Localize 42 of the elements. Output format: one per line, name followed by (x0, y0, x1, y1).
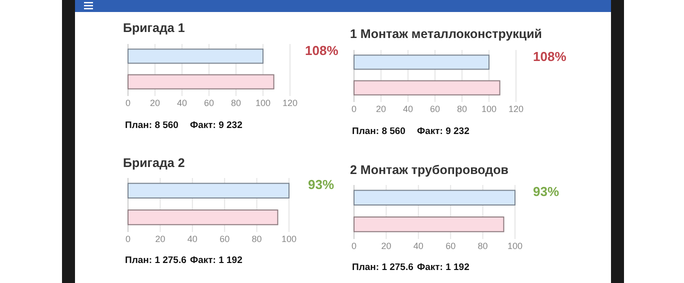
chart-title: 2 Монтаж трубопроводов (350, 163, 509, 177)
x-tick-label: 20 (381, 241, 392, 251)
x-tick-label: 40 (402, 104, 414, 114)
text: План: 8 560 (125, 120, 178, 131)
x-tick-label: 100 (507, 241, 523, 251)
x-tick-label: 100 (481, 104, 497, 114)
x-tick-label: 0 (125, 234, 131, 244)
text: 93% (308, 177, 334, 192)
text: Факт: 1 192 (417, 262, 470, 273)
x-tick-label: 0 (125, 98, 131, 108)
x-tick-label: 120 (282, 98, 298, 108)
x-tick-label: 40 (176, 98, 188, 108)
chart-title: 1 Монтаж металлоконструкций (350, 27, 542, 41)
x-tick-label: 60 (220, 234, 230, 244)
x-tick-label: 80 (478, 241, 488, 251)
text: Факт: 1 192 (190, 255, 242, 266)
text: План: 8 560 (352, 126, 406, 137)
text: Факт: 9 232 (190, 120, 242, 131)
text: План: 1 275.6 (352, 262, 414, 273)
x-tick-label: 120 (508, 104, 524, 114)
x-tick-label: 20 (376, 104, 386, 114)
x-tick-label: 0 (351, 104, 357, 114)
chart-title: Бригада 2 (123, 156, 185, 170)
x-tick-label: 100 (281, 234, 297, 244)
text: 93% (533, 184, 560, 199)
chart-title: Бригада 1 (123, 21, 185, 35)
x-tick-label: 80 (252, 234, 262, 244)
x-tick-label: 80 (456, 104, 468, 114)
x-tick-label: 20 (150, 98, 160, 108)
x-tick-label: 80 (230, 98, 242, 108)
text: План: 1 275.6 (125, 255, 186, 266)
text: Факт: 9 232 (417, 126, 470, 137)
x-tick-label: 40 (187, 234, 198, 244)
x-tick-label: 40 (413, 241, 424, 251)
text: 108% (305, 43, 339, 58)
x-tick-label: 20 (155, 234, 166, 244)
x-tick-label: 0 (351, 241, 357, 251)
x-tick-label: 60 (430, 104, 440, 114)
x-tick-label: 60 (446, 241, 456, 251)
text: 108% (533, 49, 567, 64)
x-tick-label: 100 (255, 98, 271, 108)
x-tick-label: 60 (204, 98, 214, 108)
